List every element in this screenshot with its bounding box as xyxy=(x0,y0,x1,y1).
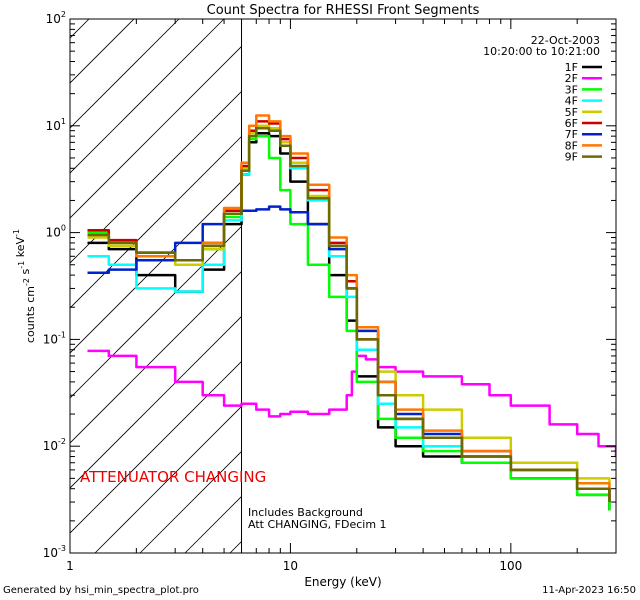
x-axis-label: Energy (keV) xyxy=(304,575,381,589)
x-tick-label-100: 100 xyxy=(499,559,522,573)
x-axis-tick-labels: 1 10 100 xyxy=(66,559,522,573)
series-line-9F xyxy=(87,126,611,502)
y-tick-label-1e-1: 10-1 xyxy=(43,330,66,346)
legend-label-1F: 1F xyxy=(565,61,578,74)
y-tick-label-1e1: 101 xyxy=(46,117,66,133)
attenuator-label: ATTENUATOR CHANGING xyxy=(80,468,266,486)
legend-label-4F: 4F xyxy=(565,95,578,108)
y-axis-label: counts cm-2 s-1 keV-1 xyxy=(12,229,37,343)
x-tick-label-10: 10 xyxy=(283,559,298,573)
x-tick-label-1: 1 xyxy=(66,559,74,573)
y-tick-label-1e2: 102 xyxy=(46,10,66,26)
legend-label-7F: 7F xyxy=(565,128,578,141)
hatch-line xyxy=(70,19,225,174)
hatch-mask xyxy=(241,19,616,553)
chart-title: Count Spectra for RHESSI Front Segments xyxy=(207,3,480,18)
footer-generated-by: Generated by hsi_min_spectra_plot.pro xyxy=(3,585,199,596)
legend-time-range: 10:20:00 to 10:21:00 xyxy=(483,45,600,58)
y-tick-label-1e-3: 10-3 xyxy=(43,544,66,560)
hatch-line xyxy=(70,19,90,39)
legend-label-3F: 3F xyxy=(565,83,578,96)
attenuator-region xyxy=(70,19,616,553)
series-group xyxy=(87,114,616,511)
note-line-2: Att CHANGING, FDecim 1 xyxy=(248,518,387,531)
hatch-line xyxy=(70,19,315,264)
plot-frame xyxy=(69,18,617,554)
hatch-line xyxy=(70,19,180,129)
legend-label-5F: 5F xyxy=(565,106,578,119)
note-line-1: Includes Background xyxy=(248,506,363,519)
y-axis-ticks xyxy=(70,18,616,554)
legend-date: 22-Oct-2003 xyxy=(531,34,600,47)
y-tick-label-1e0: 100 xyxy=(46,224,66,240)
series-line-4F xyxy=(87,126,611,502)
legend-label-9F: 9F xyxy=(565,151,578,164)
y-axis-tick-labels: 10-3 10-2 10-1 100 101 102 xyxy=(43,10,66,560)
x-axis-ticks xyxy=(69,19,617,553)
footer-timestamp: 11-Apr-2023 16:50 xyxy=(542,585,636,596)
hatch-line xyxy=(70,19,270,219)
legend-label-6F: 6F xyxy=(565,117,578,130)
legend-label-8F: 8F xyxy=(565,139,578,152)
y-tick-label-1e-2: 10-2 xyxy=(43,437,66,453)
legend-label-2F: 2F xyxy=(565,72,578,85)
series-line-2F xyxy=(87,349,616,457)
